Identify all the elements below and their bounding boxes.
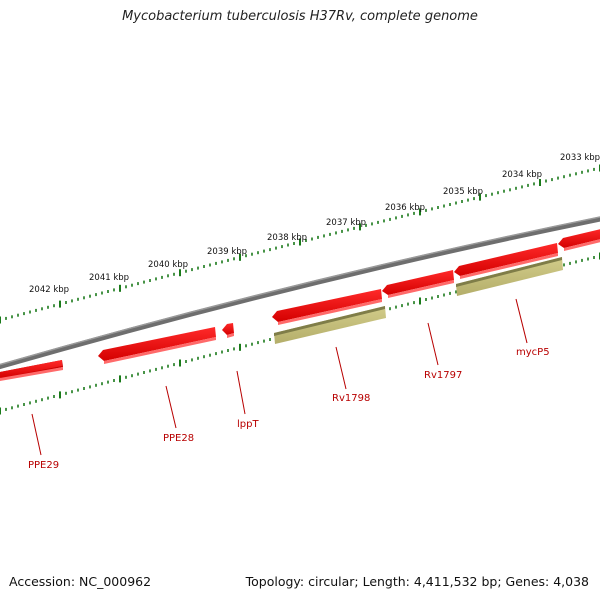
kbp-label: 2036 kbp	[385, 203, 425, 213]
accession-text: Accession: NC_000962	[9, 574, 152, 589]
gene-label-rv1798: Rv1798	[332, 393, 370, 404]
kbp-label: 2038 kbp	[267, 233, 307, 243]
gene-label-ppe29: PPE29	[28, 460, 59, 471]
genome-summary-text: Topology: circular; Length: 4,411,532 bp…	[245, 574, 589, 589]
kbp-label: 2035 kbp	[443, 187, 483, 197]
gene-labels: PPE29 PPE28 lppT Rv1798 Rv1797 mycP5	[28, 347, 550, 471]
map-title: Mycobacterium tuberculosis H37Rv, comple…	[122, 9, 478, 24]
cds-mycp5[interactable]	[454, 243, 558, 279]
label-leaders	[31, 298, 528, 456]
kbp-label: 2033 kbp	[560, 153, 600, 163]
cds-next[interactable]	[558, 228, 600, 251]
cds-rv1798[interactable]	[272, 289, 382, 325]
gene-label-lppt: lppT	[237, 419, 259, 430]
kbp-label: 2041 kbp	[89, 273, 129, 283]
gene-mycp5[interactable]	[456, 257, 563, 296]
outer-tick-ring	[0, 164, 600, 324]
kbp-label: 2034 kbp	[502, 170, 542, 180]
gene-features	[274, 257, 563, 344]
gene-rv1798[interactable]	[274, 306, 386, 344]
gene-label-ppe28: PPE28	[163, 433, 194, 444]
kbp-label: 2039 kbp	[207, 247, 247, 257]
gene-label-rv1797: Rv1797	[424, 370, 462, 381]
cds-lppt[interactable]	[222, 323, 234, 338]
kbp-label: 2042 kbp	[29, 285, 69, 295]
cds-ppe29[interactable]	[0, 360, 63, 381]
gene-label-mycp5: mycP5	[516, 347, 550, 358]
cds-rv1797[interactable]	[382, 270, 454, 298]
kbp-label: 2040 kbp	[148, 260, 188, 270]
cds-ppe28[interactable]	[98, 327, 216, 364]
backbone	[0, 216, 600, 370]
cds-features	[0, 228, 600, 381]
kbp-labels: 2042 kbp 2041 kbp 2040 kbp 2039 kbp 2038…	[29, 153, 600, 295]
kbp-label: 2037 kbp	[326, 218, 366, 228]
